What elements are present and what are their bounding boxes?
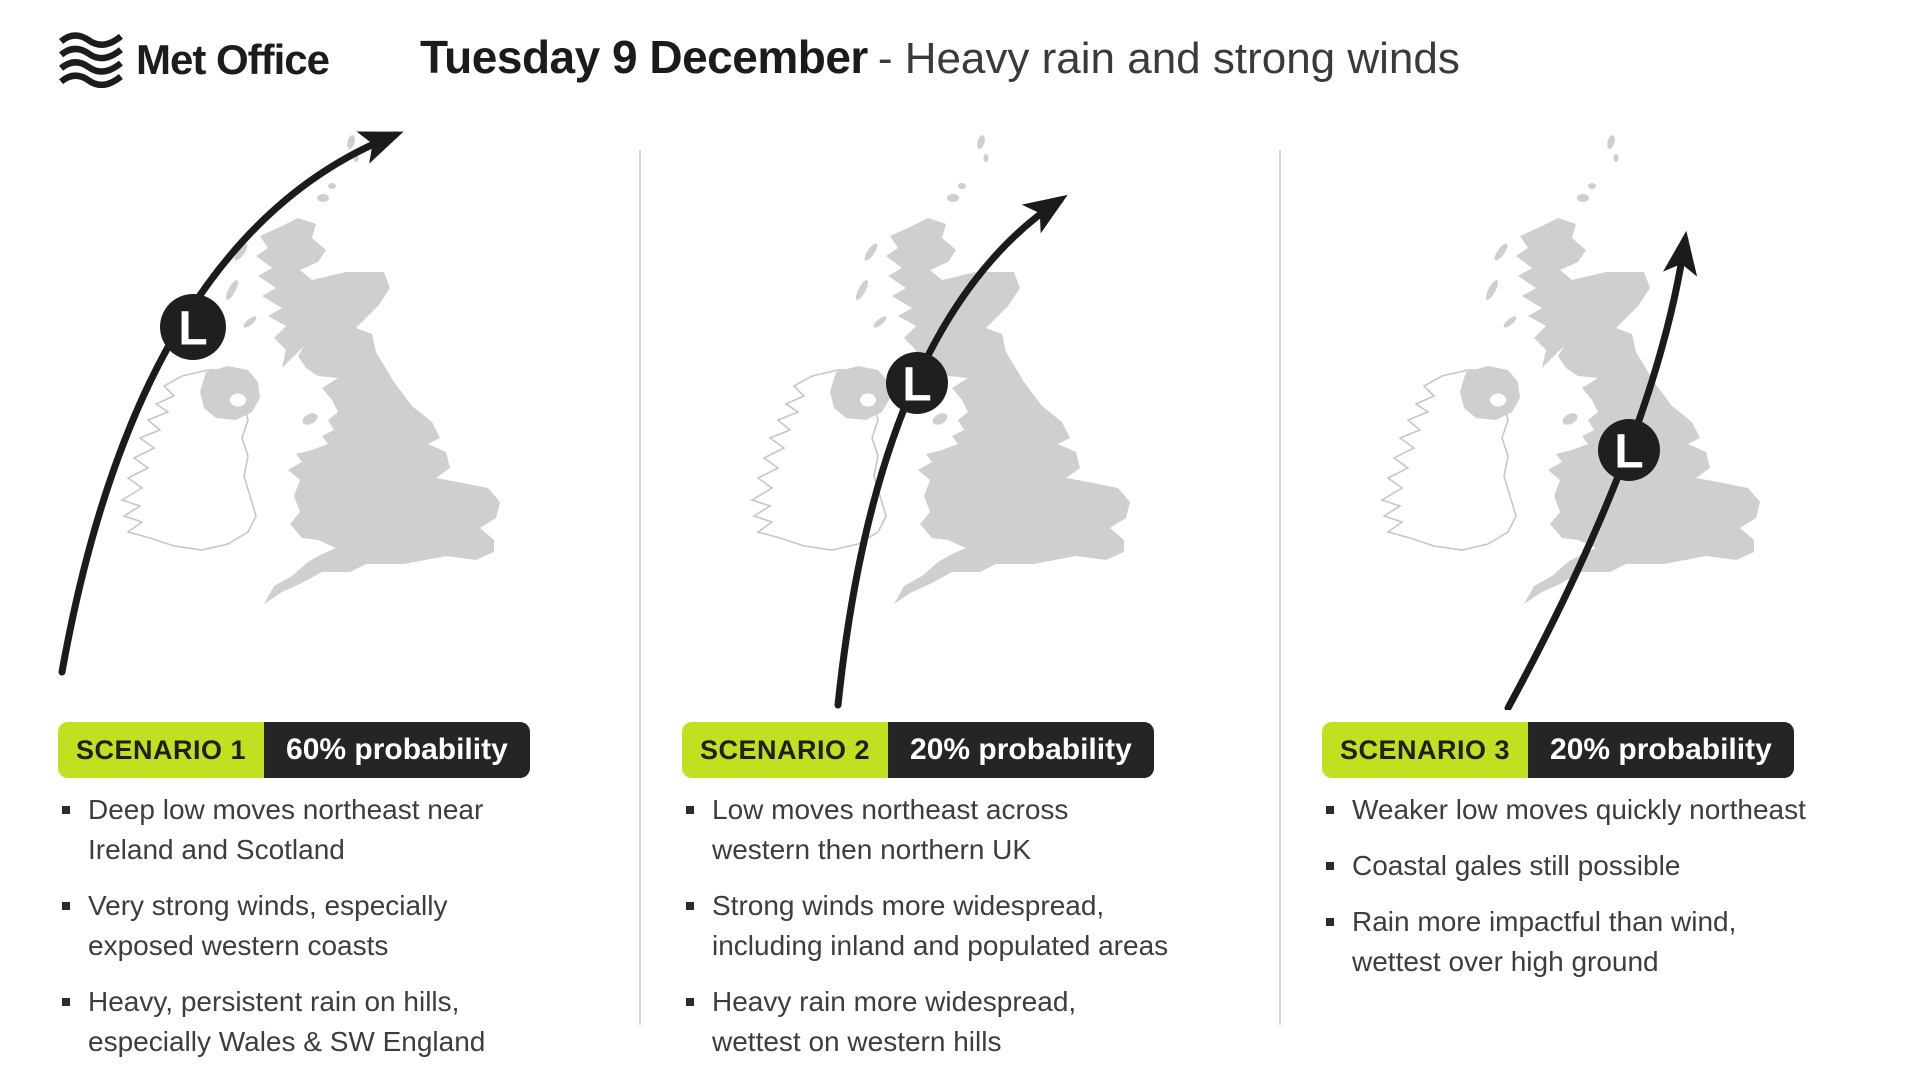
low-pressure-marker: L: [886, 352, 948, 414]
scenario-badge: SCENARIO 3 20% probability: [1322, 722, 1794, 778]
bullet-list: Deep low moves northeast near Ireland an…: [58, 790, 485, 1078]
uk-ireland-map: [1381, 133, 1761, 605]
scenario-badge: SCENARIO 2 20% probability: [682, 722, 1154, 778]
scenario-2-map: L: [751, 133, 1131, 709]
low-marker-letter: L: [1614, 426, 1643, 479]
bullet-item: Strong winds more widespread, including …: [682, 886, 1168, 966]
met-office-logo-text: Met Office: [136, 36, 330, 83]
scenario-label: SCENARIO 2: [682, 722, 889, 778]
bullet-item: Heavy rain more widespread, wettest on w…: [682, 982, 1168, 1062]
scenario-panel-2: L SCENARIO 2 20% probability Low moves n…: [640, 90, 1280, 1080]
scenario-3-map: L: [1381, 133, 1761, 710]
bullet-list: Weaker low moves quickly northeast Coast…: [1322, 790, 1806, 998]
title-date: Tuesday 9 December: [420, 31, 868, 83]
scenario-label: SCENARIO 3: [1322, 722, 1529, 778]
bullet-item: Heavy, persistent rain on hills, especia…: [58, 982, 485, 1062]
scenario-panel-3: L SCENARIO 3 20% probability Weaker low …: [1280, 90, 1920, 1080]
bullet-item: Low moves northeast across western then …: [682, 790, 1168, 870]
title-subtitle: - Heavy rain and strong winds: [877, 34, 1460, 83]
panel-separator: [1279, 150, 1281, 1025]
probability-label: 20% probability: [888, 722, 1154, 778]
low-pressure-marker: L: [160, 294, 226, 360]
probability-label: 20% probability: [1528, 722, 1794, 778]
uk-ireland-map: [121, 133, 501, 605]
panel-separator: [639, 150, 641, 1025]
met-office-logo: Met Office: [58, 32, 330, 88]
scenario-panel-1: L SCENARIO 1 60% probability Deep low mo…: [0, 90, 640, 1080]
bullet-item: Coastal gales still possible: [1322, 846, 1806, 886]
met-office-waves-icon: [59, 32, 123, 88]
scenario-label: SCENARIO 1: [58, 722, 265, 778]
low-pressure-marker: L: [1598, 419, 1660, 481]
header: Met Office Tuesday 9 December - Heavy rai…: [0, 0, 1920, 110]
scenario-panels: L SCENARIO 1 60% probability Deep low mo…: [0, 90, 1920, 1080]
page-title: Tuesday 9 December - Heavy rain and stron…: [420, 30, 1460, 84]
bullet-item: Very strong winds, especially exposed we…: [58, 886, 485, 966]
bullet-item: Weaker low moves quickly northeast: [1322, 790, 1806, 830]
bullet-list: Low moves northeast across western then …: [682, 790, 1168, 1078]
scenario-badge: SCENARIO 1 60% probability: [58, 722, 530, 778]
low-marker-letter: L: [178, 303, 207, 356]
probability-label: 60% probability: [264, 722, 530, 778]
low-marker-letter: L: [902, 359, 931, 412]
scenario-1-map: L: [58, 131, 501, 676]
bullet-item: Deep low moves northeast near Ireland an…: [58, 790, 485, 870]
bullet-item: Rain more impactful than wind, wettest o…: [1322, 902, 1806, 982]
